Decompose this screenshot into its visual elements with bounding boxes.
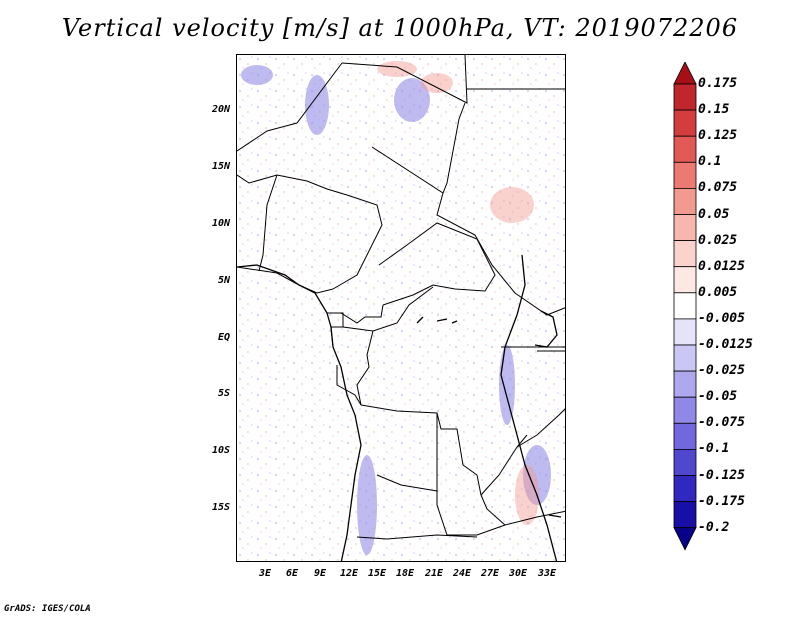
lat-label: 10N <box>211 218 230 229</box>
colorbar-swatch <box>673 188 697 215</box>
lon-label: 30E <box>508 568 528 579</box>
lat-label: 10S <box>211 445 230 456</box>
colorbar-cap-top <box>673 62 697 85</box>
colorbar-tick-label: -0.1 <box>698 441 730 457</box>
field-texture <box>237 55 565 561</box>
positive-velocity-patches <box>377 61 539 525</box>
colorbar-tick-label: 0.1 <box>698 154 722 170</box>
colorbar-swatch <box>673 161 697 189</box>
colorbar-tick-label: -0.05 <box>698 389 738 405</box>
colorbar-tick-label: -0.075 <box>698 415 745 431</box>
map-plot-area <box>236 54 566 562</box>
colorbar-tick-label: 0.075 <box>698 180 738 196</box>
lat-label: 15N <box>211 161 230 172</box>
lon-label: 27E <box>480 568 500 579</box>
lat-label: 5N <box>217 275 230 286</box>
lat-label: EQ <box>217 332 230 343</box>
colorbar-tick-label: 0.05 <box>698 206 730 222</box>
negative-velocity-patches <box>241 65 551 555</box>
colorbar-tick-label: 0.125 <box>698 128 738 144</box>
colorbar-swatch <box>673 344 697 372</box>
colorbar-swatch <box>673 292 697 320</box>
colorbar <box>673 62 697 551</box>
lon-label: 15E <box>367 568 387 579</box>
lon-label: 24E <box>452 568 472 579</box>
lat-label: 20N <box>211 104 230 115</box>
footer-credit: GrADS: IGES/COLA <box>4 604 91 614</box>
colorbar-swatch <box>673 370 697 398</box>
colorbar-swatch <box>673 240 697 268</box>
colorbar-swatch <box>673 422 697 450</box>
lon-label: 6E <box>285 568 299 579</box>
lon-label: 9E <box>313 568 327 579</box>
colorbar-swatch <box>673 318 697 346</box>
colorbar-cap-bottom <box>673 527 697 551</box>
lon-label: 33E <box>537 568 557 579</box>
lon-label: 3E <box>258 568 272 579</box>
colorbar-tick-label: 0.15 <box>698 102 730 118</box>
lon-label: 18E <box>395 568 415 579</box>
colorbar-swatch <box>673 109 697 137</box>
colorbar-swatch <box>673 214 697 242</box>
colorbar-tick-label: -0.0125 <box>698 337 753 352</box>
colorbar-tick-label: -0.175 <box>698 493 745 509</box>
colorbar-tick-label: 0.0125 <box>698 258 745 274</box>
coastline <box>237 254 562 561</box>
colorbar-swatch <box>673 475 697 503</box>
colorbar-tick-label: 0.175 <box>698 76 738 91</box>
colorbar-swatch <box>673 396 697 424</box>
colorbar-swatch <box>673 83 697 111</box>
lon-label: 12E <box>339 568 359 579</box>
map-canvas <box>237 55 565 561</box>
map-title: Vertical velocity [m/s] at 1000hPa, VT: … <box>61 14 739 42</box>
colorbar-tick-label: 0.005 <box>698 284 738 300</box>
lat-label: 5S <box>217 388 230 399</box>
lat-label: 15S <box>211 502 230 513</box>
colorbar-swatch <box>673 501 697 529</box>
colorbar-swatch <box>673 266 697 294</box>
lon-label: 21E <box>424 568 444 579</box>
colorbar-tick-label: -0.025 <box>698 363 745 379</box>
colorbar-tick-label: -0.2 <box>698 519 730 535</box>
colorbar-tick-label: -0.125 <box>698 467 745 483</box>
colorbar-swatch <box>673 448 697 476</box>
colorbar-tick-label: 0.025 <box>698 232 738 248</box>
colorbar-tick-label: -0.005 <box>698 310 745 326</box>
colorbar-swatch <box>673 135 697 163</box>
